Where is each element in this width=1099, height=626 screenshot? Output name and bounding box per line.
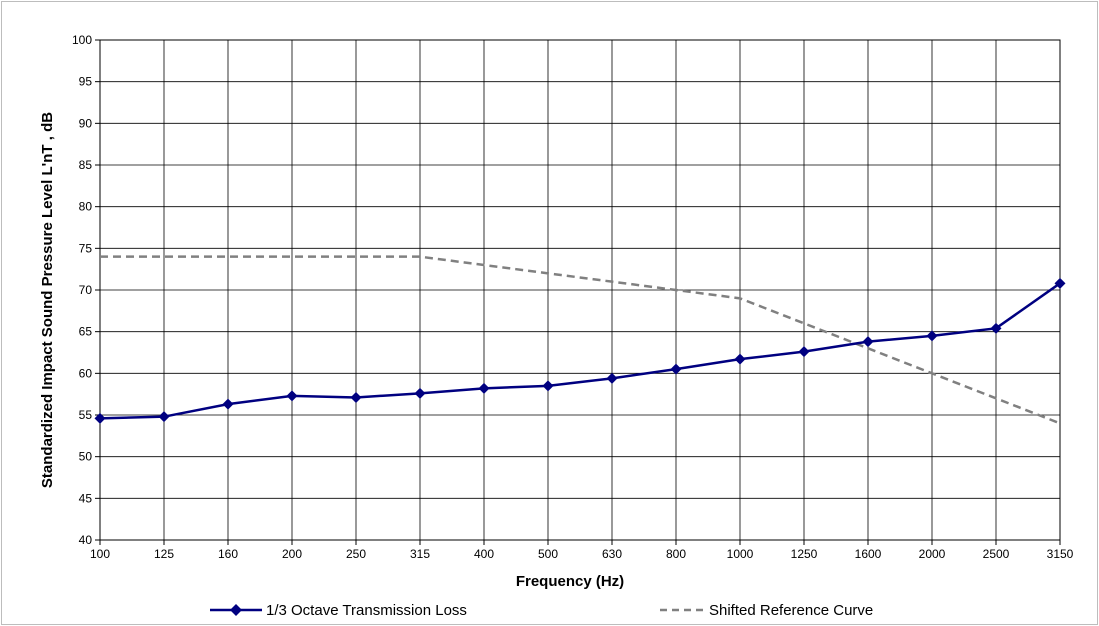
- x-tick-labels: 100 125 160 200 250 315 400 500 630 800 1000 1250 16…: [90, 547, 1074, 561]
- data-point-transmission-loss: [606, 372, 618, 384]
- y-tick-label: 95: [79, 75, 93, 89]
- data-point-transmission-loss: [94, 412, 106, 424]
- y-tick-label: 80: [79, 200, 93, 214]
- x-tick-label: 100: [90, 547, 110, 561]
- x-tick-label: 2500: [983, 547, 1010, 561]
- data-point-transmission-loss: [542, 380, 554, 392]
- x-tick-label: 800: [666, 547, 686, 561]
- y-tick-label: 70: [79, 283, 93, 297]
- data-point-transmission-loss: [926, 330, 938, 342]
- y-tick-label: 90: [79, 116, 93, 130]
- data-point-transmission-loss: [734, 353, 746, 365]
- y-tick-label: 40: [79, 533, 93, 547]
- series-layer: [94, 255, 1066, 425]
- y-tick-label: 100: [72, 33, 92, 47]
- legend-label-reference-curve: Shifted Reference Curve: [709, 602, 873, 619]
- data-point-transmission-loss: [158, 411, 170, 423]
- x-tick-label: 500: [538, 547, 558, 561]
- y-tick-labels: 40 45 50 55 60 65 70 75 80 85 90 95 100: [72, 33, 92, 547]
- data-point-transmission-loss: [1054, 277, 1066, 289]
- y-tick-label: 55: [79, 408, 93, 422]
- data-point-transmission-loss: [862, 336, 874, 348]
- plot-border: [99, 39, 1061, 541]
- data-point-transmission-loss: [798, 346, 810, 358]
- data-point-transmission-loss: [990, 322, 1002, 334]
- data-point-transmission-loss: [286, 390, 298, 402]
- legend: 1/3 Octave Transmission Loss Shifted Ref…: [210, 602, 873, 619]
- data-point-transmission-loss: [670, 363, 682, 375]
- x-tick-label: 3150: [1047, 547, 1074, 561]
- y-tick-label: 45: [79, 491, 93, 505]
- x-tick-label: 400: [474, 547, 494, 561]
- y-tick-label: 75: [79, 241, 93, 255]
- x-tick-label: 315: [410, 547, 430, 561]
- y-tick-label: 50: [79, 450, 93, 464]
- x-tick-label: 250: [346, 547, 366, 561]
- x-tick-label: 630: [602, 547, 622, 561]
- data-point-transmission-loss: [478, 382, 490, 394]
- x-tick-label: 160: [218, 547, 238, 561]
- legend-diamond-icon: [230, 604, 242, 616]
- data-point-transmission-loss: [350, 392, 362, 403]
- x-tick-label: 1600: [855, 547, 882, 561]
- x-tick-label: 125: [154, 547, 174, 561]
- series-line-reference-curve: [100, 255, 1061, 425]
- legend-item-transmission-loss: 1/3 Octave Transmission Loss: [210, 602, 467, 619]
- y-tick-label: 85: [79, 158, 93, 172]
- x-tick-label: 1000: [727, 547, 754, 561]
- x-tick-label: 200: [282, 547, 302, 561]
- y-axis-title: Standardized Impact Sound Pressure Level…: [39, 112, 56, 488]
- y-tick-label: 65: [79, 325, 93, 339]
- data-point-transmission-loss: [222, 398, 234, 410]
- legend-label-transmission-loss: 1/3 Octave Transmission Loss: [266, 602, 467, 619]
- x-tick-label: 1250: [791, 547, 818, 561]
- data-point-transmission-loss: [414, 387, 426, 399]
- x-tick-label: 2000: [919, 547, 946, 561]
- y-tick-label: 60: [79, 366, 93, 380]
- x-axis-title: Frequency (Hz): [516, 573, 624, 590]
- series-line-transmission-loss: [99, 282, 1061, 420]
- legend-item-reference-curve: Shifted Reference Curve: [660, 602, 873, 619]
